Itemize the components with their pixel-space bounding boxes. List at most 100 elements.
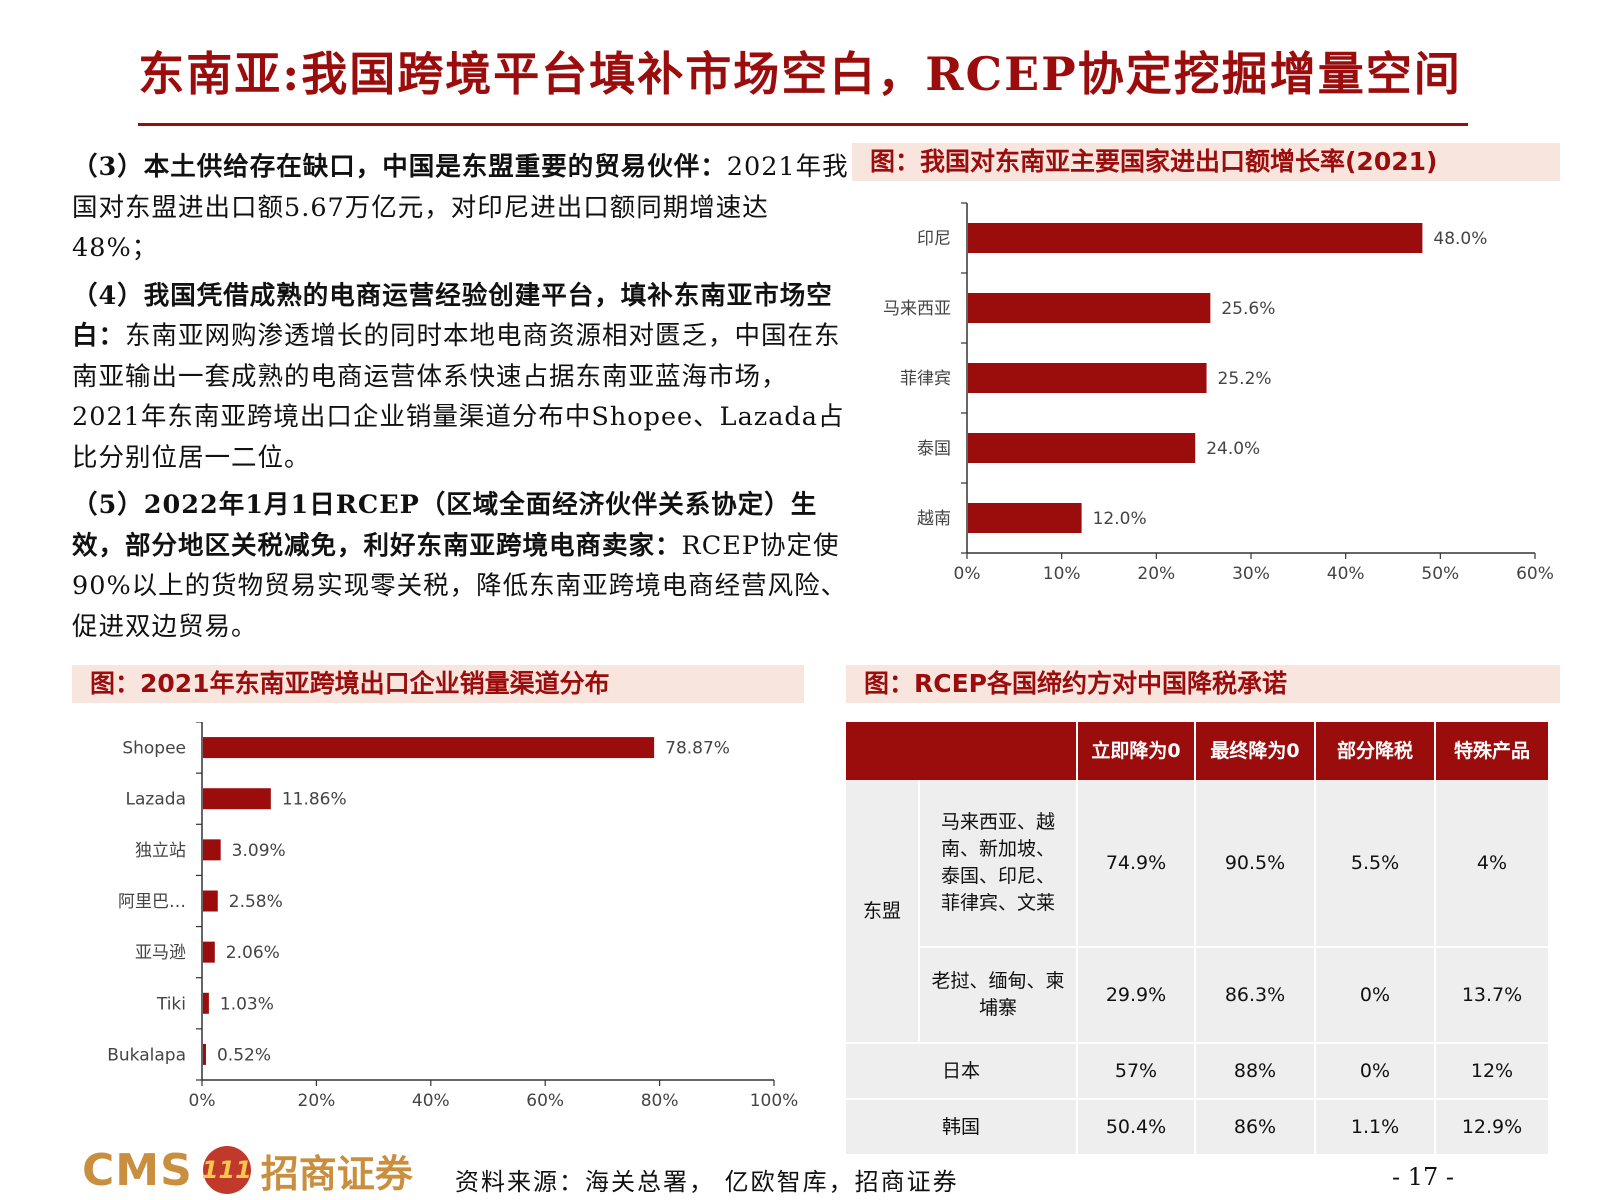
- table-row: 日本 57% 88% 0% 12%: [846, 1044, 1550, 1100]
- channel-chart-bar: [203, 941, 215, 963]
- channel-chart-bar: [203, 890, 218, 912]
- growth-chart-category-label: 越南: [917, 509, 951, 529]
- growth-chart-x-tick-label: 60%: [1516, 564, 1554, 584]
- page-number: - 17 -: [1392, 1163, 1455, 1191]
- table-header-final: 最终降为0: [1196, 722, 1316, 780]
- growth-chart-bar: [968, 293, 1211, 323]
- channel-chart-data-label: 2.06%: [226, 943, 280, 963]
- channel-chart-x-tick-label: 80%: [641, 1091, 679, 1111]
- channel-chart-x-tick-label: 40%: [412, 1091, 450, 1111]
- growth-chart-bar: [968, 503, 1082, 533]
- channel-chart-data-label: 78.87%: [665, 739, 730, 759]
- table-header-immediate: 立即降为0: [1078, 722, 1196, 780]
- growth-chart-category-label: 印尼: [917, 229, 951, 249]
- channel-chart-data-label: 0.52%: [217, 1045, 271, 1065]
- table-cell: 74.9%: [1078, 780, 1196, 948]
- table-cell: 0%: [1316, 1044, 1436, 1100]
- text-column: （3）本土供给存在缺口，中国是东盟重要的贸易伙伴：2021年我国对东盟进出口额5…: [72, 147, 852, 654]
- channel-chart-bar: [203, 839, 221, 861]
- channel-chart-category-label: Tiki: [156, 994, 186, 1014]
- paragraph-3-bold: （3）本土供给存在缺口，中国是东盟重要的贸易伙伴：: [72, 152, 727, 182]
- paragraph-4-text: 东南亚网购渗透增长的同时本地电商资源相对匮乏，中国在东南亚输出一套成熟的电商运营…: [72, 321, 845, 473]
- growth-chart-x-tick-label: 50%: [1421, 564, 1459, 584]
- growth-chart-x-tick-label: 10%: [1043, 564, 1081, 584]
- channel-chart-data-label: 2.58%: [229, 892, 283, 912]
- logo-cn-text: 招商证券: [260, 1150, 413, 1196]
- table-cell: 50.4%: [1078, 1100, 1196, 1156]
- table-cell: 88%: [1196, 1044, 1316, 1100]
- growth-rate-chart: 0% 10% 20% 30% 40% 50% 60% 印尼 48.0% 马来西亚 25.6% 菲律宾 2…: [883, 202, 1554, 584]
- table-row: 东盟 马来西亚、越南、新加坡、泰国、印尼、菲律宾、文莱 74.9% 90.5% …: [846, 780, 1550, 1044]
- channel-share-chart: 0% 20% 40% 60% 80% 100% Shopee 78.87% Lazada 11.8…: [107, 722, 799, 1111]
- chart2-caption: 图：2021年东南亚跨境出口企业销量渠道分布: [72, 665, 804, 703]
- channel-chart-x-tick-label: 100%: [750, 1091, 799, 1111]
- channel-chart-data-label: 3.09%: [232, 841, 286, 861]
- table-cell: 4%: [1436, 780, 1550, 948]
- channel-chart-category-label: Shopee: [122, 739, 186, 759]
- paragraph-4: （4）我国凭借成熟的电商运营经验创建平台，填补东南亚市场空白：东南亚网购渗透增长…: [72, 276, 852, 479]
- channel-chart-category-label: 亚马逊: [135, 943, 186, 963]
- channel-chart-x-tick-label: 60%: [526, 1091, 564, 1111]
- table-cell: 86.3%: [1196, 948, 1316, 1044]
- title-divider: [138, 123, 1468, 126]
- table-cell: 57%: [1078, 1044, 1196, 1100]
- growth-chart-data-label: 25.2%: [1218, 369, 1272, 389]
- table-header-row: 立即降为0 最终降为0 部分降税 特殊产品: [846, 722, 1550, 780]
- table-header-partial: 部分降税: [1316, 722, 1436, 780]
- channel-chart-x-tick-label: 20%: [298, 1091, 336, 1111]
- table-cell: 5.5%: [1316, 780, 1436, 948]
- growth-chart-data-label: 25.6%: [1221, 299, 1275, 319]
- growth-chart-x-tick-label: 20%: [1137, 564, 1175, 584]
- channel-chart-bar: [203, 737, 655, 759]
- growth-chart-bar: [968, 433, 1196, 463]
- channel-chart-category-label: Bukalapa: [107, 1045, 186, 1065]
- table-group-asean: 东盟: [846, 780, 920, 1044]
- paragraph-5-bold: （5）2022年1月1日RCEP（区域全面经济伙伴关系协定）生效，部分地区关税减…: [72, 490, 818, 561]
- logo-emblem-icon: 111: [202, 1146, 252, 1194]
- channel-chart-data-label: 11.86%: [282, 790, 347, 810]
- logo-cms-text: CMS: [82, 1144, 193, 1196]
- tariff-table: 立即降为0 最终降为0 部分降税 特殊产品 东盟 马来西亚、越南、新加坡、泰国、…: [846, 722, 1550, 1156]
- growth-chart-category-label: 菲律宾: [900, 369, 951, 389]
- company-logo: CMS 111 招商证券: [82, 1144, 413, 1196]
- table-row: 老挝、缅甸、柬埔寨 29.9% 86.3% 0% 13.7%: [846, 948, 1550, 1044]
- paragraph-5: （5）2022年1月1日RCEP（区域全面经济伙伴关系协定）生效，部分地区关税减…: [72, 485, 852, 647]
- table-row-name: 日本: [846, 1044, 1078, 1100]
- growth-chart-bar: [968, 363, 1207, 393]
- table-cell: 12.9%: [1436, 1100, 1550, 1156]
- paragraph-3-text: 2021年我国对东盟进出口额5.67万亿元，对印尼进出口额同期增速达48%；: [72, 152, 849, 263]
- table-header-blank: [846, 722, 1078, 780]
- source-note: 资料来源：海关总署， 亿欧智库，招商证券: [455, 1168, 959, 1196]
- table-cell: 86%: [1196, 1100, 1316, 1156]
- table-header-special: 特殊产品: [1436, 722, 1550, 780]
- channel-chart-bar: [203, 992, 209, 1014]
- table-row-name: 老挝、缅甸、柬埔寨: [920, 948, 1078, 1044]
- growth-chart-x-tick-label: 40%: [1327, 564, 1365, 584]
- channel-chart-data-label: 1.03%: [220, 994, 274, 1014]
- chart1-caption: 图：我国对东南亚主要国家进出口额增长率(2021): [852, 143, 1560, 181]
- growth-chart-category-label: 马来西亚: [883, 299, 951, 319]
- table-cell: 13.7%: [1436, 948, 1550, 1044]
- channel-chart-bar: [203, 788, 271, 810]
- paragraph-3: （3）本土供给存在缺口，中国是东盟重要的贸易伙伴：2021年我国对东盟进出口额5…: [72, 147, 852, 269]
- page-title: 东南亚:我国跨境平台填补市场空白，RCEP协定挖掘增量空间: [138, 47, 1462, 101]
- paragraph-5-text: RCEP协定使90%以上的货物贸易实现零关税，降低东南亚跨境电商经营风险、促进双…: [72, 530, 848, 642]
- channel-chart-bar: [203, 1043, 206, 1065]
- table-row-name: 韩国: [846, 1100, 1078, 1156]
- growth-chart-x-tick-label: 30%: [1232, 564, 1270, 584]
- paragraph-4-bold: （4）我国凭借成熟的电商运营经验创建平台，填补东南亚市场空白：: [72, 280, 833, 352]
- channel-chart-x-tick-label: 0%: [189, 1091, 216, 1111]
- table-cell: 90.5%: [1196, 780, 1316, 948]
- growth-chart-x-tick-label: 0%: [954, 564, 981, 584]
- channel-chart-category-label: 阿里巴…: [118, 892, 186, 912]
- table-cell: 0%: [1316, 948, 1436, 1044]
- table-row-name: 马来西亚、越南、新加坡、泰国、印尼、菲律宾、文莱: [920, 780, 1078, 948]
- table-caption: 图：RCEP各国缔约方对中国降税承诺: [846, 665, 1560, 703]
- growth-chart-data-label: 48.0%: [1433, 229, 1487, 249]
- growth-chart-data-label: 24.0%: [1206, 439, 1260, 459]
- table-cell: 12%: [1436, 1044, 1550, 1100]
- growth-chart-data-label: 12.0%: [1093, 509, 1147, 529]
- growth-chart-category-label: 泰国: [917, 439, 951, 459]
- table-row: 韩国 50.4% 86% 1.1% 12.9%: [846, 1100, 1550, 1156]
- channel-chart-category-label: Lazada: [126, 790, 186, 810]
